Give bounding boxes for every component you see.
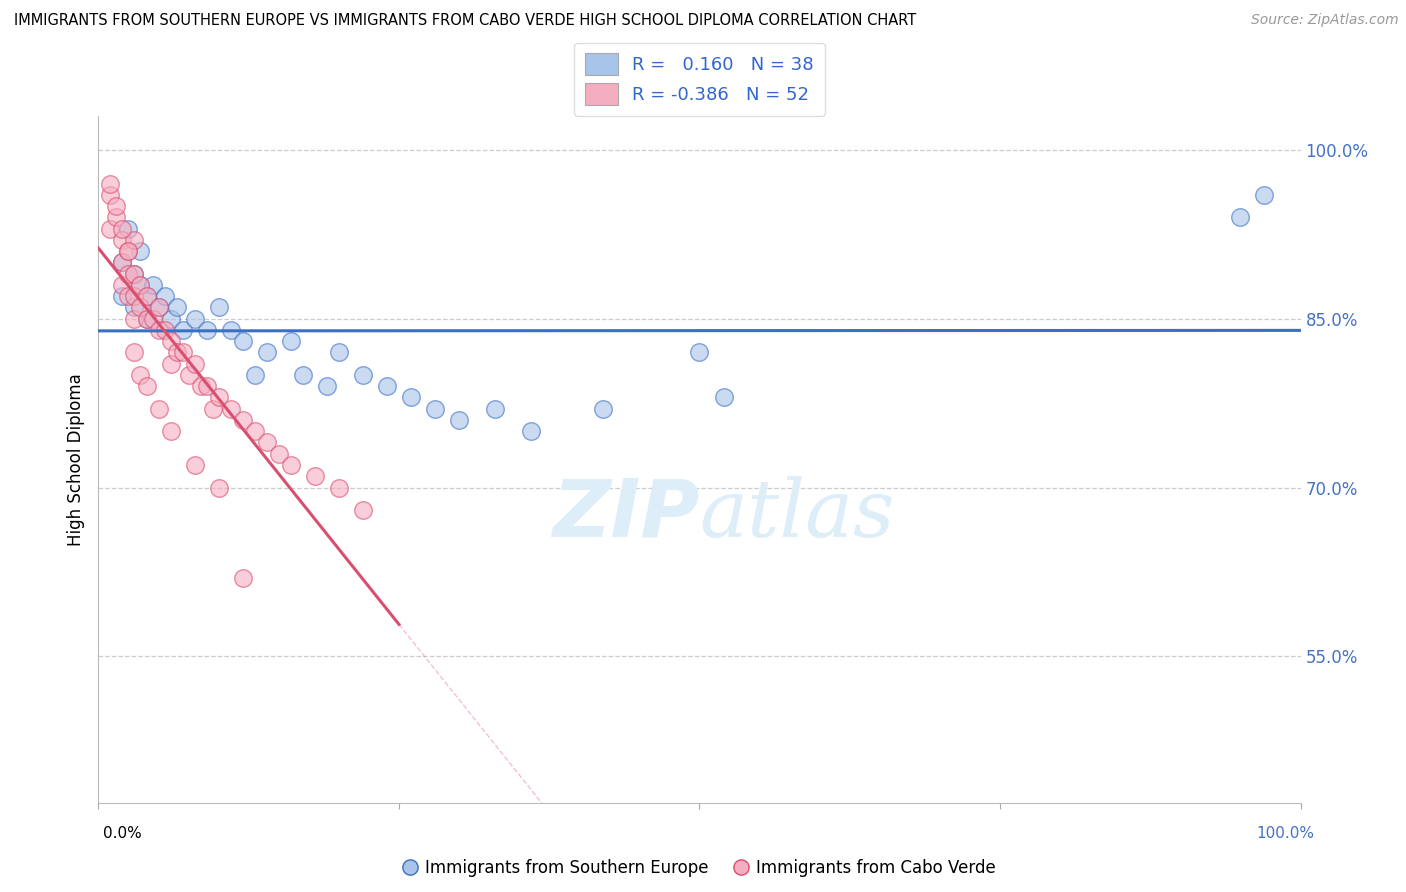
Point [232,413,254,427]
Point [148,301,170,315]
Text: IMMIGRANTS FROM SOUTHERN EUROPE VS IMMIGRANTS FROM CABO VERDE HIGH SCHOOL DIPLOM: IMMIGRANTS FROM SOUTHERN EUROPE VS IMMIG… [14,13,917,29]
Point [183,357,205,371]
Point [141,311,163,326]
Point [111,255,134,269]
Point [713,391,735,405]
Point [256,435,278,450]
Point [201,401,224,416]
Point [291,368,314,382]
Point [117,267,139,281]
Point [375,379,398,393]
Point [148,301,170,315]
Point [328,481,350,495]
Point [124,301,146,315]
Point [484,401,506,416]
Point [232,334,254,348]
Point [135,311,157,326]
Point [117,244,139,258]
Point [129,277,152,292]
Point [111,277,134,292]
Point [328,345,350,359]
Point [1229,211,1251,225]
Legend: Immigrants from Southern Europe, Immigrants from Cabo Verde: Immigrants from Southern Europe, Immigra… [396,853,1002,884]
Point [135,379,157,393]
Point [129,368,152,382]
Point [129,301,152,315]
Point [219,401,242,416]
Point [159,424,181,438]
Point [183,458,205,472]
Point [172,323,194,337]
Point [243,368,266,382]
Point [280,458,302,472]
Point [141,277,163,292]
Point [352,368,374,382]
Point [352,503,374,517]
Point [159,311,181,326]
Point [124,345,146,359]
Point [195,323,218,337]
Point [117,289,139,303]
Point [148,323,170,337]
Point [105,199,128,213]
Point [166,345,188,359]
Point [208,391,231,405]
Point [172,345,194,359]
Point [399,391,422,405]
Point [153,323,176,337]
Point [592,401,614,416]
Text: ZIP: ZIP [553,475,699,553]
Point [304,469,326,483]
Point [208,481,231,495]
Point [135,289,157,303]
Point [124,311,146,326]
Point [195,379,218,393]
Point [166,301,188,315]
Point [135,289,157,303]
Point [111,289,134,303]
Point [423,401,446,416]
Point [129,244,152,258]
Point [159,334,181,348]
Point [117,221,139,235]
Point [111,233,134,247]
Point [100,177,122,191]
Text: atlas: atlas [699,475,894,553]
Point [124,267,146,281]
Point [208,301,231,315]
Point [243,424,266,438]
Point [105,211,128,225]
Text: 100.0%: 100.0% [1257,827,1315,841]
Point [267,447,290,461]
Point [124,233,146,247]
Text: Source: ZipAtlas.com: Source: ZipAtlas.com [1251,13,1399,28]
Point [447,413,470,427]
Point [190,379,212,393]
Point [111,255,134,269]
Point [1253,187,1275,202]
Point [177,368,200,382]
Point [111,221,134,235]
Text: 0.0%: 0.0% [103,827,142,841]
Point [117,244,139,258]
Point [183,311,205,326]
Point [280,334,302,348]
Y-axis label: High School Diploma: High School Diploma [66,373,84,546]
Point [256,345,278,359]
Point [153,289,176,303]
Point [148,401,170,416]
Point [124,289,146,303]
Point [688,345,710,359]
Point [100,187,122,202]
Point [159,357,181,371]
Point [100,221,122,235]
Point [219,323,242,337]
Point [232,571,254,585]
Point [129,277,152,292]
Point [520,424,543,438]
Point [135,311,157,326]
Point [124,267,146,281]
Point [315,379,337,393]
